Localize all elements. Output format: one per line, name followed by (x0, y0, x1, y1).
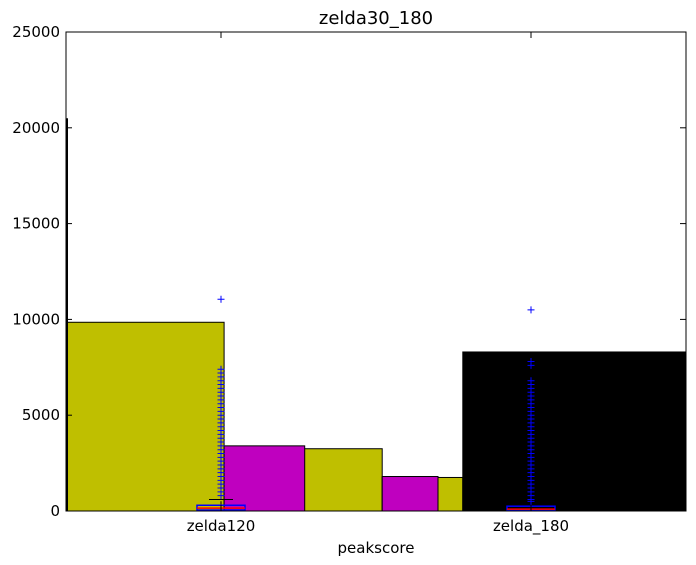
plot-area (66, 118, 686, 511)
outlier-point (527, 361, 535, 369)
outlier-point (217, 492, 225, 500)
y-tick-label: 10000 (12, 310, 60, 328)
x-axis-label: peakscore (338, 539, 415, 557)
chart-title: zelda30_180 (319, 8, 433, 29)
bar-5 (381, 476, 439, 511)
bar-3 (462, 351, 686, 511)
outlier-point (217, 295, 225, 303)
axes-frame (65, 31, 687, 512)
bar-0 (66, 321, 225, 511)
outlier-point (527, 306, 535, 314)
x-tick-label-zelda120: zelda120 (187, 517, 256, 535)
y-tick-label: 20000 (12, 119, 60, 137)
outlier-point (527, 497, 535, 505)
y-tick-label: 5000 (22, 406, 60, 424)
y-axis: 0 5000 10000 15000 20000 25000 (12, 23, 686, 520)
x-axis: zelda120 zelda_180 (187, 32, 569, 536)
boxplot-1 (506, 306, 556, 511)
y-tick-label: 25000 (12, 23, 60, 41)
y-tick-label: 0 (50, 502, 60, 520)
x-tick-label-zelda_180: zelda_180 (493, 517, 569, 536)
y-tick-label: 15000 (12, 215, 60, 233)
bar-4 (223, 445, 306, 511)
